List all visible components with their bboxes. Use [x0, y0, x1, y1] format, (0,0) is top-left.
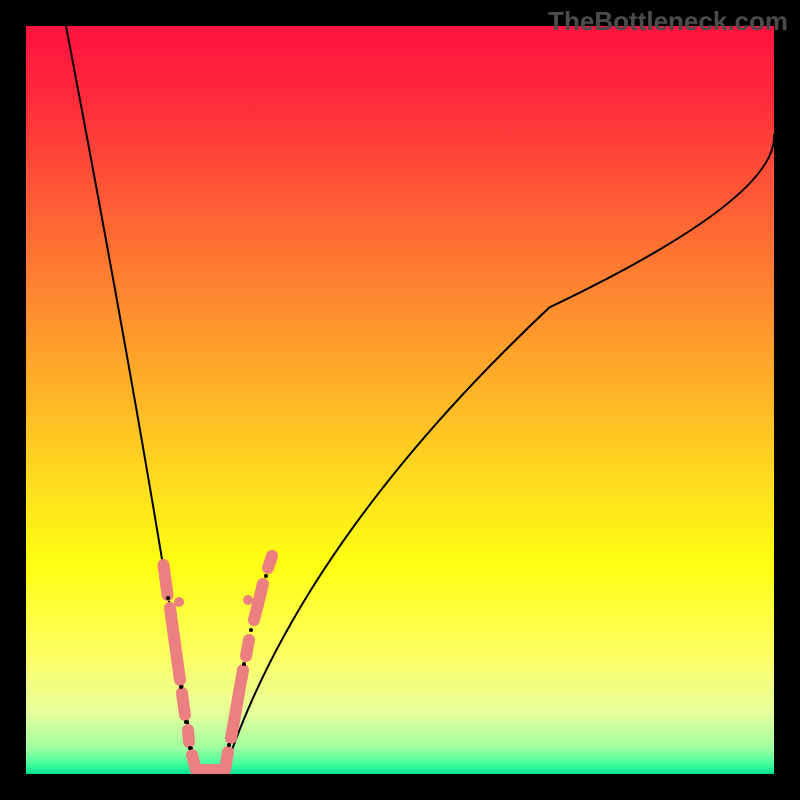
marker-segment: [225, 752, 228, 770]
marker-segment: [188, 730, 189, 742]
marker-segment: [246, 640, 249, 656]
curve-dot: [166, 596, 170, 600]
curve-dot: [184, 720, 188, 724]
marker-dot: [174, 597, 184, 607]
marker-segment: [182, 693, 185, 715]
curve-dot: [179, 685, 183, 689]
curve-dot: [264, 574, 268, 578]
curve-dot: [249, 628, 253, 632]
marker-dot: [243, 595, 253, 605]
watermark-text: TheBottleneck.com: [548, 6, 788, 37]
curve-dot: [227, 743, 231, 747]
chart-svg: [0, 0, 800, 800]
marker-segment: [164, 565, 168, 595]
curve-dot: [188, 746, 192, 750]
plot-background: [26, 26, 774, 774]
chart-canvas: TheBottleneck.com: [0, 0, 800, 800]
marker-segment: [268, 556, 272, 568]
curve-dot: [242, 662, 246, 666]
